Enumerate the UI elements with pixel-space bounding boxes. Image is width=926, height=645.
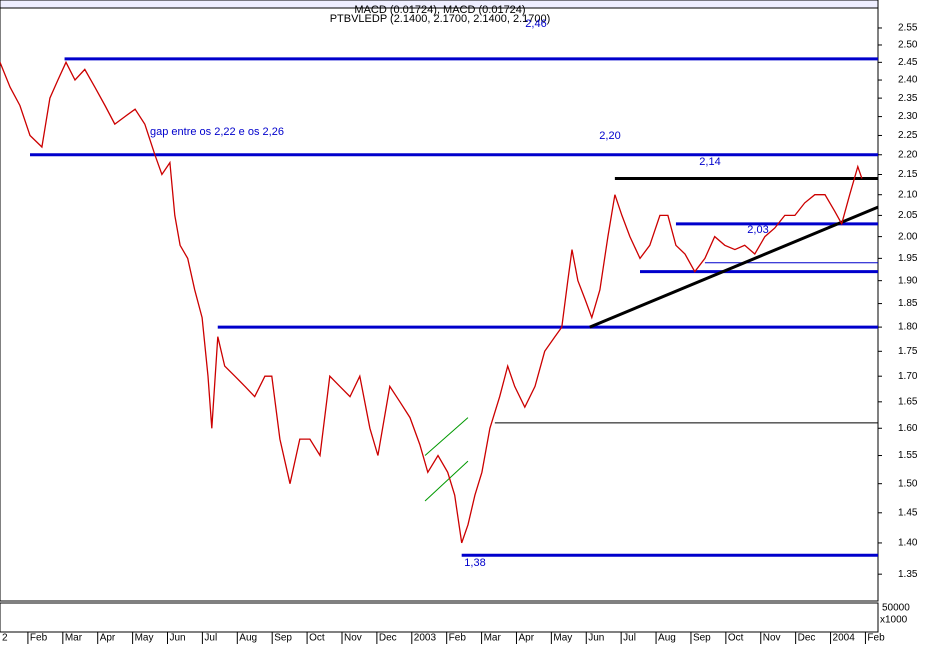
header-price: PTBVLEDP (2.1400, 2.1700, 2.1400, 2.1700… [330,13,551,25]
y-tick-label: 1.70 [898,371,918,382]
y-tick-label: 2.05 [898,210,918,221]
x-tick-label: Oct [309,633,325,644]
y-tick-label: 1.75 [898,346,918,357]
x-tick-label: May [135,633,154,644]
x-tick-label: Mar [484,633,502,644]
volume-panel [0,602,879,633]
annotation: 1,38 [464,557,485,569]
y-tick-label: 1.35 [898,569,918,580]
x-tick-label: Sep [274,633,292,644]
annotation: gap entre os 2,22 e os 2,26 [150,126,284,138]
y-tick-label: 2.55 [898,23,918,34]
y-tick-label: 2.30 [898,111,918,122]
x-tick-label: Jun [170,633,186,644]
header-macd: MACD (0.01724), MACD (0.01724) [354,4,525,16]
x-tick-label: 2004 [833,633,856,644]
y-tick-label: 1.60 [898,423,918,434]
x-tick-label: Oct [728,633,744,644]
trend-line [424,460,469,502]
price-panel [0,7,879,602]
y-tick-label: 2.25 [898,130,918,141]
x-tick-label: 2003 [414,633,437,644]
y-tick-label: 1.85 [898,298,918,309]
y-tick-label: 1.45 [898,507,918,518]
y-tick-label: 1.80 [898,322,918,333]
x-tick-label: Aug [658,633,676,644]
x-tick-label: 2 [2,633,8,644]
volume-tick-label: 50000 [882,603,910,614]
y-tick-label: 2.00 [898,231,918,242]
y-tick-label: 1.65 [898,396,918,407]
x-tick-label: Nov [344,633,362,644]
x-tick-label: Sep [693,633,711,644]
annotation: 2,20 [599,130,620,142]
y-tick-label: 2.50 [898,40,918,51]
x-tick-label: Mar [65,633,83,644]
x-tick-label: Nov [763,633,781,644]
annotation: 2,03 [747,224,768,236]
x-tick-label: Jul [204,633,217,644]
x-tick-label: Aug [239,633,257,644]
x-tick-label: Feb [449,633,467,644]
y-tick-label: 1.55 [898,450,918,461]
y-tick-label: 2.45 [898,57,918,68]
y-tick-label: 1.50 [898,478,918,489]
y-tick-label: 2.35 [898,93,918,104]
x-tick-label: Feb [867,633,885,644]
annotation: 2,14 [699,156,720,168]
y-tick-label: 1.95 [898,253,918,264]
y-tick-label: 2.20 [898,149,918,160]
x-tick-label: Dec [798,633,816,644]
x-tick-label: May [553,633,572,644]
x-tick-label: Apr [518,633,534,644]
y-tick-label: 1.40 [898,538,918,549]
price-line [0,60,863,544]
x-tick-label: Feb [30,633,48,644]
volume-unit: x1000 [880,615,908,626]
y-tick-label: 1.90 [898,275,918,286]
y-tick-label: 2.10 [898,189,918,200]
x-tick-label: Jun [588,633,604,644]
x-tick-label: Jul [623,633,636,644]
y-tick-label: 2.40 [898,75,918,86]
y-tick-label: 2.15 [898,169,918,180]
trend-line [424,417,469,456]
x-tick-label: Dec [379,633,397,644]
x-tick-label: Apr [100,633,116,644]
trend-line [589,205,879,329]
annotation: 2,46 [525,18,546,30]
